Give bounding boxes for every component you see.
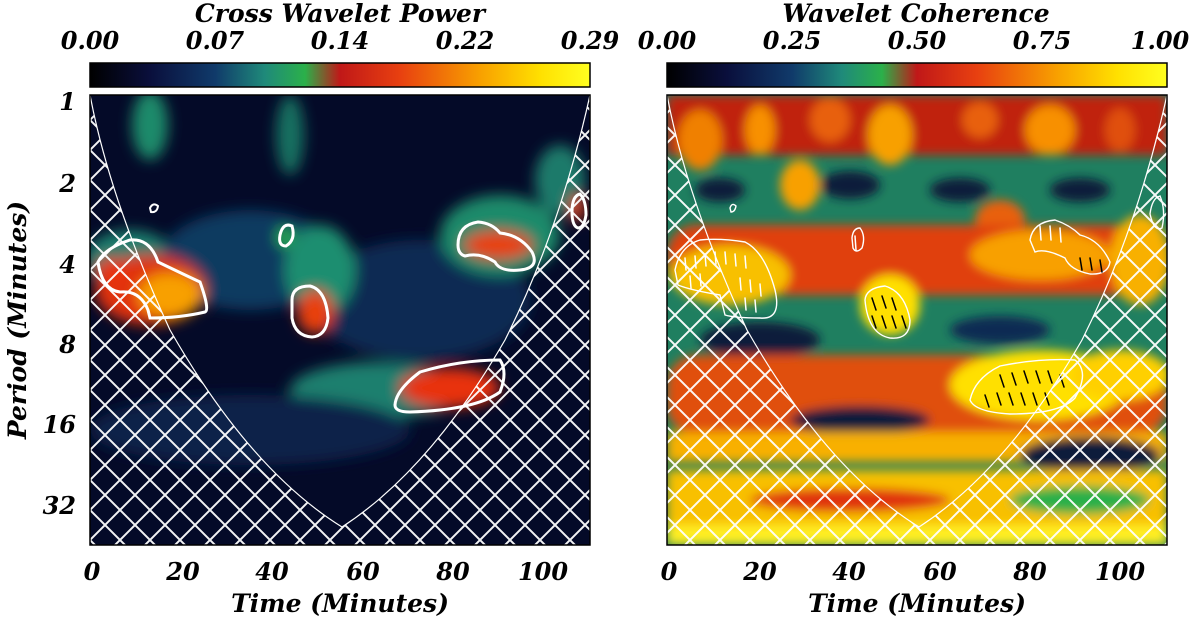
right-cbar-tick-4: 1.00 <box>1131 26 1190 55</box>
right-colorbar <box>666 62 1168 88</box>
left-coi-line <box>90 95 590 528</box>
left-ytick-5: 32 <box>43 491 76 520</box>
right-colorbar-ticks: 0.00 0.25 0.50 0.75 1.00 <box>638 26 1190 55</box>
left-cbar-tick-3: 0.22 <box>436 26 494 55</box>
left-contour-3 <box>290 284 330 339</box>
left-xtick-5: 100 <box>518 557 568 586</box>
left-contour-7 <box>148 203 160 214</box>
left-cbar-tick-1: 0.07 <box>186 26 245 55</box>
left-coi-hatch <box>90 95 590 545</box>
right-cbar-tick-2: 0.50 <box>888 26 947 55</box>
right-x-label: Time (Minutes) <box>808 589 1026 618</box>
right-xtick-5: 100 <box>1095 557 1145 586</box>
left-panel: Cross Wavelet Power 0.00 0.07 0.14 0.22 … <box>3 0 620 618</box>
left-ytick-0: 1 <box>59 87 76 116</box>
left-xtick-1: 20 <box>165 557 200 586</box>
right-coi-hatch <box>667 95 1167 545</box>
right-x-ticks: 0 20 40 60 80 100 <box>661 557 1146 586</box>
right-contour-5 <box>851 227 865 252</box>
left-colorbar-ticks: 0.00 0.07 0.14 0.22 0.29 <box>61 26 620 55</box>
right-contour-4 <box>1029 219 1111 275</box>
left-cbar-tick-0: 0.00 <box>61 26 120 55</box>
right-coi-line <box>667 95 1167 528</box>
left-xtick-3: 60 <box>346 557 380 586</box>
right-cbar-tick-1: 0.25 <box>763 26 821 55</box>
left-title: Cross Wavelet Power <box>195 0 487 28</box>
left-y-label: Period (Minutes) <box>3 201 32 440</box>
left-xtick-2: 40 <box>255 557 289 586</box>
left-colorbar <box>89 62 591 88</box>
right-xtick-3: 60 <box>923 557 957 586</box>
right-title: Wavelet Coherence <box>782 0 1049 28</box>
right-xtick-1: 20 <box>742 557 777 586</box>
left-ytick-2: 4 <box>59 250 76 279</box>
right-panel: Wavelet Coherence 0.00 0.25 0.50 0.75 1.… <box>638 0 1190 618</box>
left-cbar-tick-4: 0.29 <box>561 26 620 55</box>
left-x-label: Time (Minutes) <box>231 589 449 618</box>
left-ytick-3: 8 <box>58 330 76 359</box>
left-heatmap-blobs <box>90 95 585 465</box>
left-ytick-1: 2 <box>58 169 76 198</box>
left-xtick-0: 0 <box>84 557 101 586</box>
right-contour-6 <box>729 203 737 213</box>
left-cbar-tick-2: 0.14 <box>311 26 369 55</box>
right-plot-frame <box>666 94 1168 546</box>
left-contour-2 <box>278 223 295 248</box>
left-y-ticks: 1 2 4 8 16 32 <box>43 87 77 520</box>
left-plot-frame <box>89 94 591 546</box>
right-cbar-tick-0: 0.00 <box>638 26 697 55</box>
right-contour-2 <box>864 285 911 339</box>
left-x-ticks: 0 20 40 60 80 100 <box>84 557 569 586</box>
right-xtick-2: 40 <box>832 557 866 586</box>
left-xtick-4: 80 <box>435 557 470 586</box>
right-xtick-0: 0 <box>661 557 678 586</box>
left-contour-5 <box>456 220 536 272</box>
right-cbar-tick-3: 0.75 <box>1013 26 1071 55</box>
right-xtick-4: 80 <box>1012 557 1047 586</box>
left-ytick-4: 16 <box>43 410 77 439</box>
